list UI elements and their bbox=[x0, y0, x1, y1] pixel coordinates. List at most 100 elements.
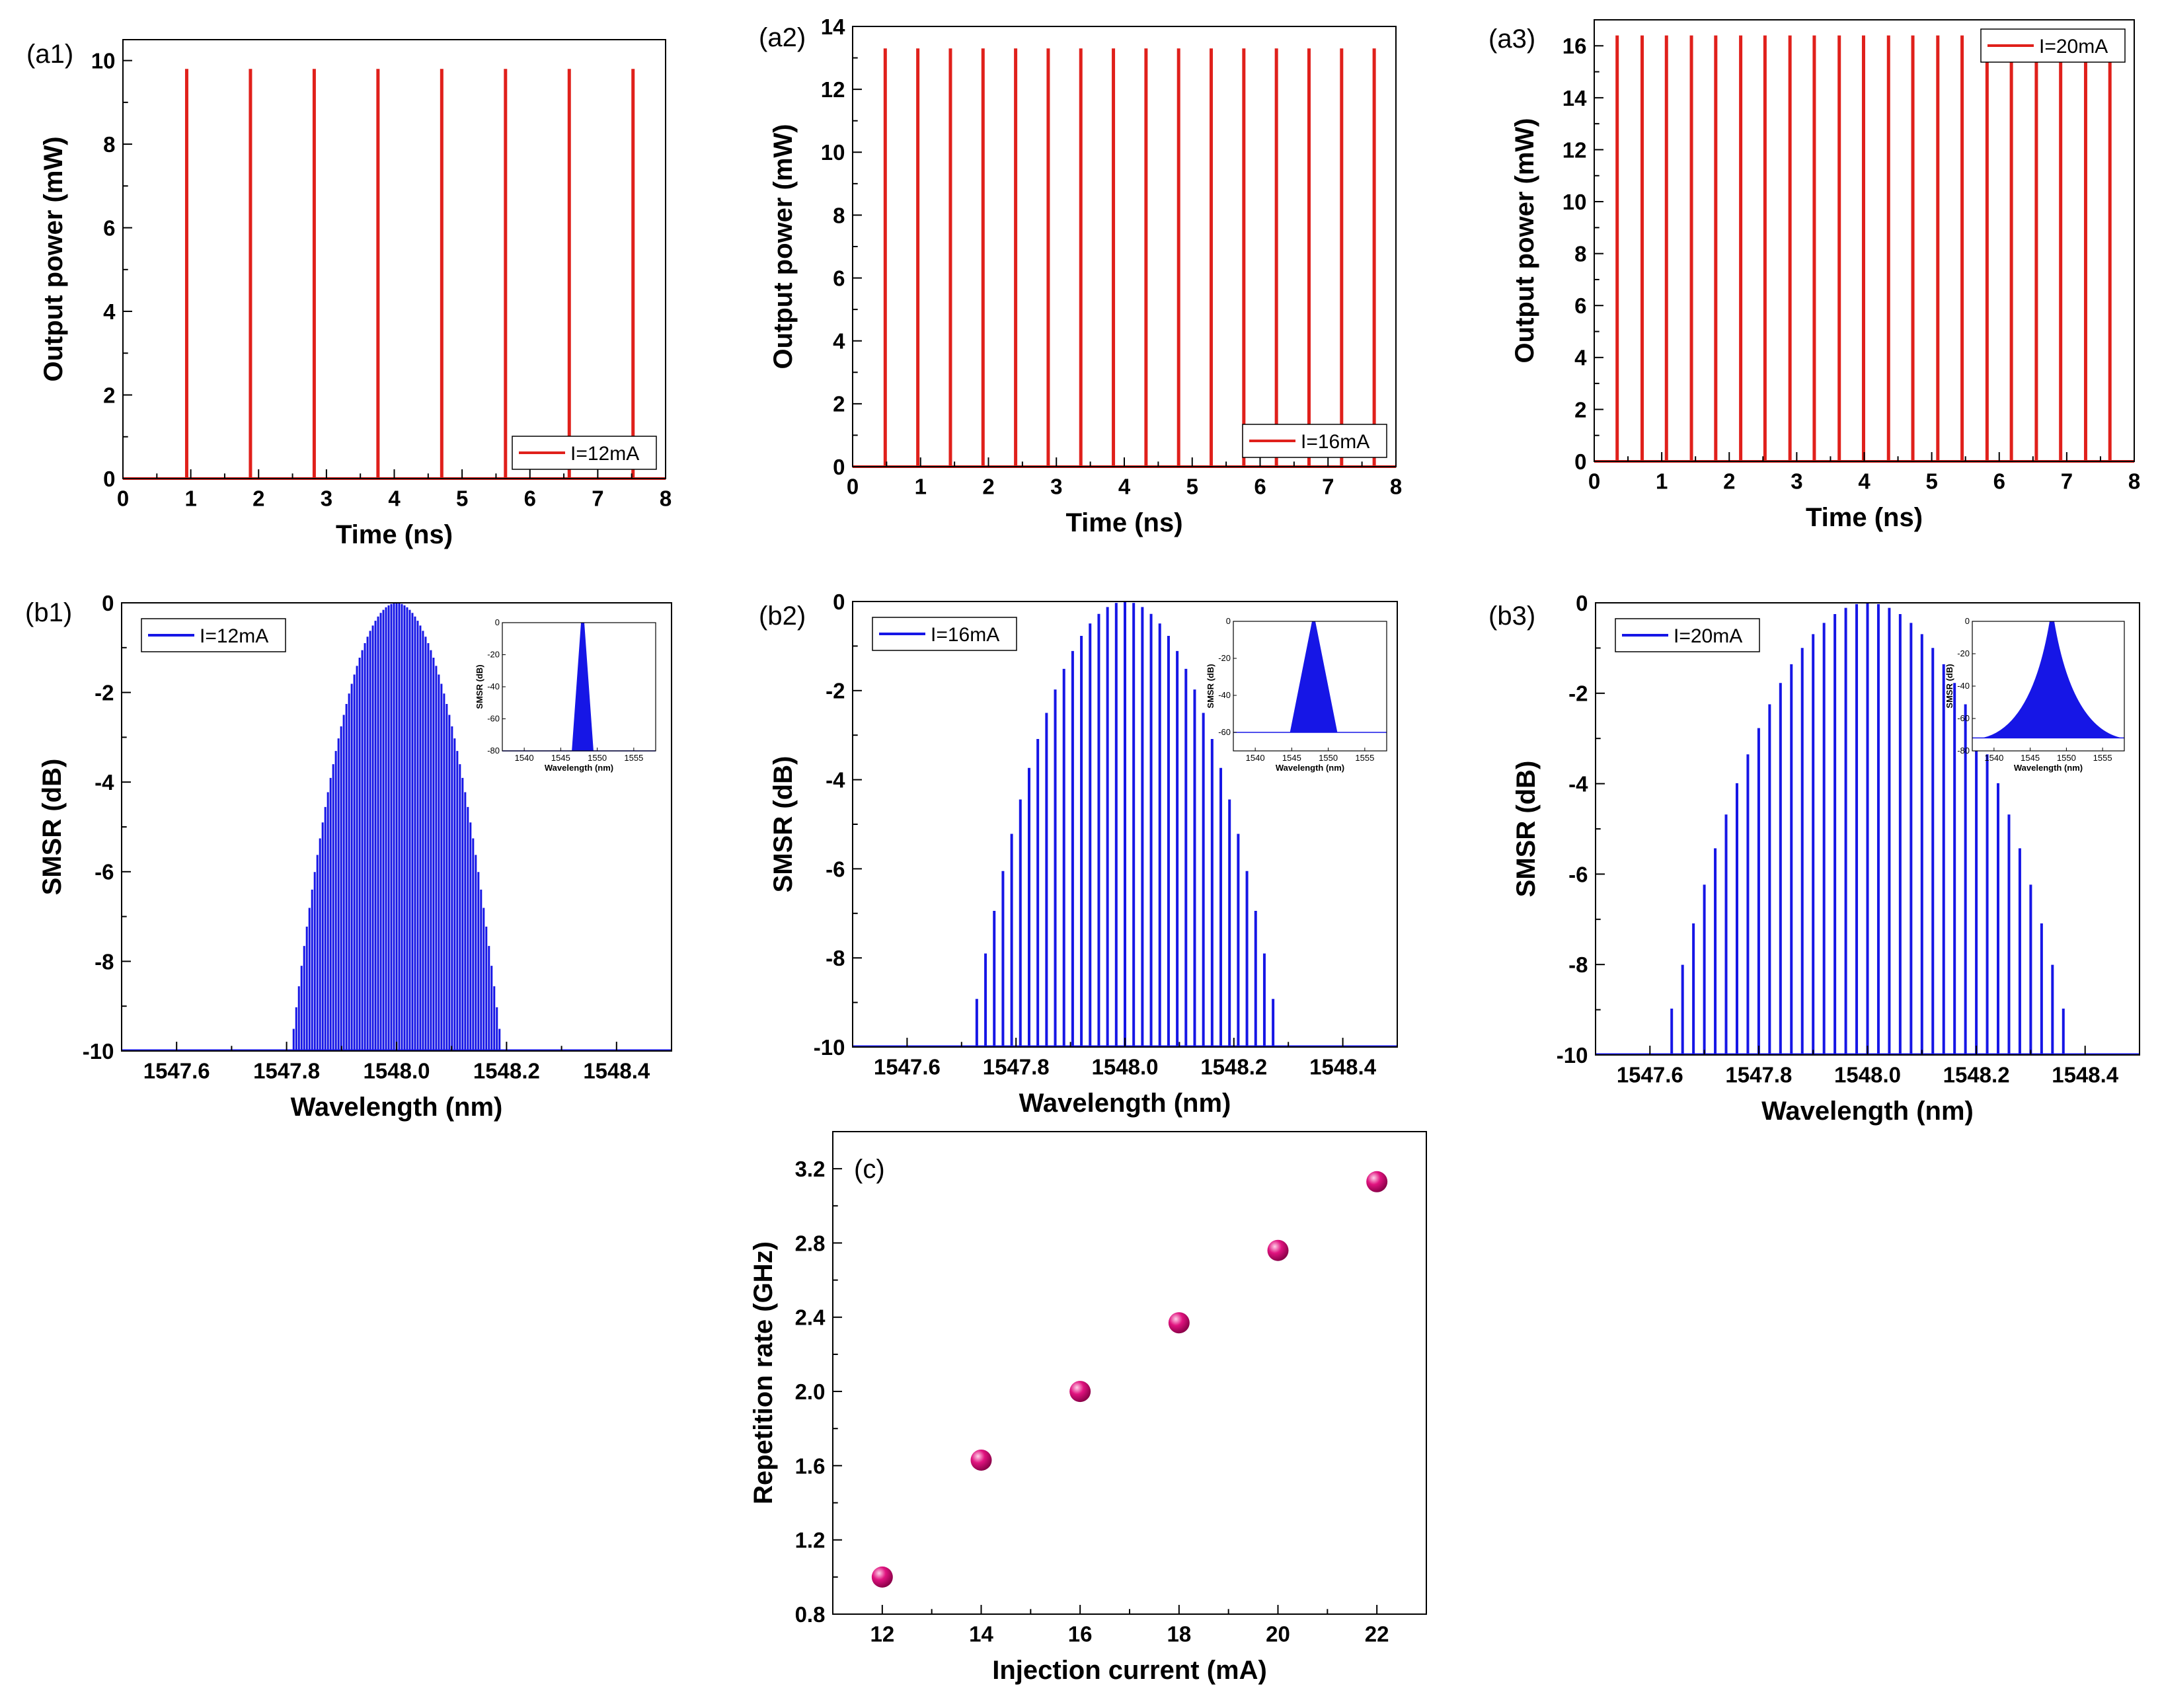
inset-x-tick-label: 1545 bbox=[1282, 753, 1301, 763]
y-tick-label: -6 bbox=[1568, 862, 1588, 886]
inset-frame bbox=[1233, 621, 1387, 752]
x-tick-label: 6 bbox=[524, 486, 536, 510]
plot-frame bbox=[1594, 19, 2135, 462]
x-tick-label: 0 bbox=[847, 474, 859, 498]
y-tick-label: 3.2 bbox=[795, 1157, 826, 1181]
x-tick-label: 1 bbox=[915, 474, 927, 498]
x-tick-label: 1 bbox=[1656, 469, 1668, 493]
x-tick-label: 1548.4 bbox=[1309, 1054, 1377, 1079]
x-tick-label: 8 bbox=[2128, 469, 2140, 493]
x-tick-label: 7 bbox=[592, 486, 603, 510]
inset-x-tick-label: 1545 bbox=[2021, 753, 2040, 763]
x-tick-label: 1548.0 bbox=[364, 1058, 430, 1083]
inset-y-label: SMSR (dB) bbox=[1206, 664, 1215, 708]
x-tick-label: 1548.4 bbox=[583, 1058, 650, 1083]
y-tick-label: 2 bbox=[103, 383, 115, 407]
y-tick-label: -2 bbox=[826, 679, 845, 703]
y-tick-label: 4 bbox=[103, 299, 116, 324]
y-axis-label: Repetition rate (GHz) bbox=[749, 1241, 778, 1504]
inset-y-tick-label: -20 bbox=[487, 650, 500, 660]
y-tick-label: 6 bbox=[833, 266, 845, 290]
y-tick-label: 10 bbox=[821, 140, 845, 165]
y-tick-label: 8 bbox=[1574, 242, 1586, 266]
inset-x-label: Wavelength (nm) bbox=[2014, 763, 2083, 773]
x-axis-label: Injection current (mA) bbox=[992, 1656, 1267, 1685]
panel-label: (c) bbox=[854, 1155, 885, 1184]
x-tick-label: 1547.8 bbox=[253, 1058, 320, 1083]
legend: I=12mA bbox=[512, 436, 657, 470]
inset-y-tick-label: -20 bbox=[1957, 648, 1970, 658]
x-tick-label: 3 bbox=[321, 486, 332, 510]
inset-x-tick-label: 1550 bbox=[2057, 753, 2076, 763]
x-tick-label: 8 bbox=[1390, 474, 1402, 498]
x-tick-label: 14 bbox=[969, 1621, 993, 1646]
legend-label: I=12mA bbox=[200, 625, 268, 647]
plot-frame bbox=[852, 26, 1397, 467]
x-tick-label: 0 bbox=[117, 486, 129, 510]
y-tick-label: -10 bbox=[83, 1039, 114, 1064]
y-tick-label: 12 bbox=[1562, 137, 1587, 162]
inset-y-tick-label: -40 bbox=[487, 681, 500, 691]
plot-frame bbox=[1595, 602, 2140, 1056]
y-axis-label: Output power (mW) bbox=[769, 124, 798, 369]
panel-a1: 0 1 2 3 4 5 6 7 8 0 2 4 6 8 10 Time (ns) Output power (m… bbox=[26, 39, 672, 549]
inset-y-tick-label: -60 bbox=[1957, 713, 1970, 723]
x-tick-label: 1548.2 bbox=[473, 1058, 540, 1083]
y-tick-label: 4 bbox=[833, 329, 845, 354]
inset-y-tick-label: -60 bbox=[487, 714, 500, 724]
y-tick-label: 2.0 bbox=[795, 1379, 826, 1404]
inset-frame bbox=[502, 622, 656, 752]
data-point bbox=[1168, 1312, 1190, 1334]
x-tick-label: 1548.2 bbox=[1943, 1062, 2010, 1087]
legend-label: I=20mA bbox=[1674, 625, 1742, 647]
inset-b2: 1540 1545 1550 1555 0 -20 -40 -60 Wavelength (nm… bbox=[1206, 616, 1387, 773]
x-tick-label: 5 bbox=[456, 486, 468, 510]
y-tick-label: -4 bbox=[1568, 771, 1588, 796]
x-tick-label: 1547.6 bbox=[143, 1058, 210, 1083]
y-tick-label: -10 bbox=[1557, 1043, 1588, 1068]
legend-label: I=20mA bbox=[2039, 36, 2108, 58]
inset-y-tick-label: 0 bbox=[1965, 616, 1970, 626]
y-tick-label: 2 bbox=[1574, 397, 1586, 422]
x-tick-label: 3 bbox=[1791, 469, 1802, 493]
data-point bbox=[1366, 1171, 1388, 1192]
plot-frame bbox=[852, 601, 1398, 1048]
inset-x-label: Wavelength (nm) bbox=[545, 763, 613, 773]
y-axis-label: Output power (mW) bbox=[1510, 118, 1539, 363]
panel-label: (b2) bbox=[759, 602, 806, 631]
inset-x-tick-label: 1545 bbox=[551, 753, 570, 763]
x-axis-label: Wavelength (nm) bbox=[1761, 1097, 1974, 1126]
inset-b3: 1540 1545 1550 1555 0 -20 -40 -60 -80 Wavelength … bbox=[1945, 616, 2125, 773]
y-tick-label: -4 bbox=[95, 770, 114, 795]
y-tick-label: -8 bbox=[95, 949, 114, 974]
y-tick-label: 6 bbox=[103, 215, 115, 240]
x-tick-label: 1548.4 bbox=[2052, 1062, 2119, 1087]
inset-y-tick-label: -20 bbox=[1218, 653, 1231, 663]
y-tick-label: 2 bbox=[833, 392, 845, 416]
data-point bbox=[970, 1449, 992, 1471]
panel-b3: 1547.6 1547.8 1548.0 1548.2 1548.4 -10 -8 -6 -4 -… bbox=[1488, 591, 2140, 1126]
x-axis-label: Wavelength (nm) bbox=[1019, 1089, 1231, 1118]
inset-frame bbox=[1972, 621, 2125, 752]
y-tick-label: -8 bbox=[1568, 952, 1588, 977]
x-tick-label: 4 bbox=[388, 486, 401, 510]
y-tick-label: 1.6 bbox=[795, 1454, 826, 1478]
inset-y-label: SMSR (dB) bbox=[475, 664, 484, 709]
x-tick-label: 1547.6 bbox=[1617, 1062, 1683, 1087]
y-axis-label: Output power (mW) bbox=[39, 136, 68, 381]
x-tick-label: 4 bbox=[1858, 469, 1871, 493]
y-tick-label: 0 bbox=[833, 455, 845, 479]
x-tick-label: 0 bbox=[1588, 469, 1600, 493]
inset-y-tick-label: -80 bbox=[1957, 746, 1970, 756]
inset-b1: 1540 1545 1550 1555 0 -20 -40 -60 -80 Wavelength … bbox=[475, 617, 656, 773]
inset-y-tick-label: -40 bbox=[1957, 681, 1970, 691]
inset-y-tick-label: 0 bbox=[1226, 616, 1231, 626]
x-tick-label: 7 bbox=[2061, 469, 2073, 493]
x-tick-label: 16 bbox=[1068, 1621, 1093, 1646]
panel-b2: 1547.6 1547.8 1548.0 1548.2 1548.4 -10 -8 -6 -4 -… bbox=[759, 590, 1398, 1118]
y-tick-label: -6 bbox=[826, 857, 845, 881]
x-tick-label: 2 bbox=[982, 474, 994, 498]
inset-x-tick-label: 1540 bbox=[1984, 753, 2003, 763]
